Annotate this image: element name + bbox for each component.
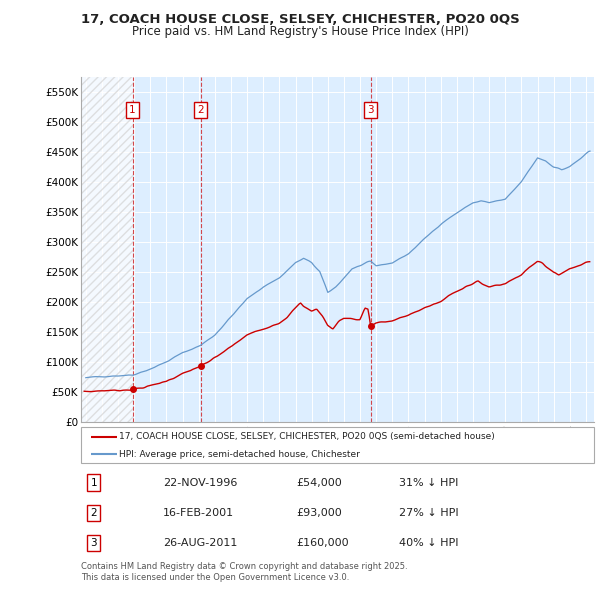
Text: 17, COACH HOUSE CLOSE, SELSEY, CHICHESTER, PO20 0QS: 17, COACH HOUSE CLOSE, SELSEY, CHICHESTE… [80,13,520,26]
Text: 26-AUG-2011: 26-AUG-2011 [163,538,238,548]
Text: 40% ↓ HPI: 40% ↓ HPI [399,538,458,548]
Text: 1: 1 [130,104,136,114]
Text: 31% ↓ HPI: 31% ↓ HPI [399,477,458,487]
Text: 3: 3 [367,104,374,114]
Text: Price paid vs. HM Land Registry's House Price Index (HPI): Price paid vs. HM Land Registry's House … [131,25,469,38]
Text: HPI: Average price, semi-detached house, Chichester: HPI: Average price, semi-detached house,… [119,450,361,458]
Text: 16-FEB-2001: 16-FEB-2001 [163,508,234,518]
FancyBboxPatch shape [81,427,594,463]
Text: 2: 2 [197,104,204,114]
Text: £160,000: £160,000 [296,538,349,548]
Text: 22-NOV-1996: 22-NOV-1996 [163,477,238,487]
Text: 17, COACH HOUSE CLOSE, SELSEY, CHICHESTER, PO20 0QS (semi-detached house): 17, COACH HOUSE CLOSE, SELSEY, CHICHESTE… [119,432,495,441]
Text: 27% ↓ HPI: 27% ↓ HPI [399,508,458,518]
Text: 1: 1 [91,477,97,487]
Text: £54,000: £54,000 [296,477,342,487]
Text: Contains HM Land Registry data © Crown copyright and database right 2025.
This d: Contains HM Land Registry data © Crown c… [81,562,407,582]
Text: 2: 2 [91,508,97,518]
Text: 3: 3 [91,538,97,548]
Text: £93,000: £93,000 [296,508,342,518]
